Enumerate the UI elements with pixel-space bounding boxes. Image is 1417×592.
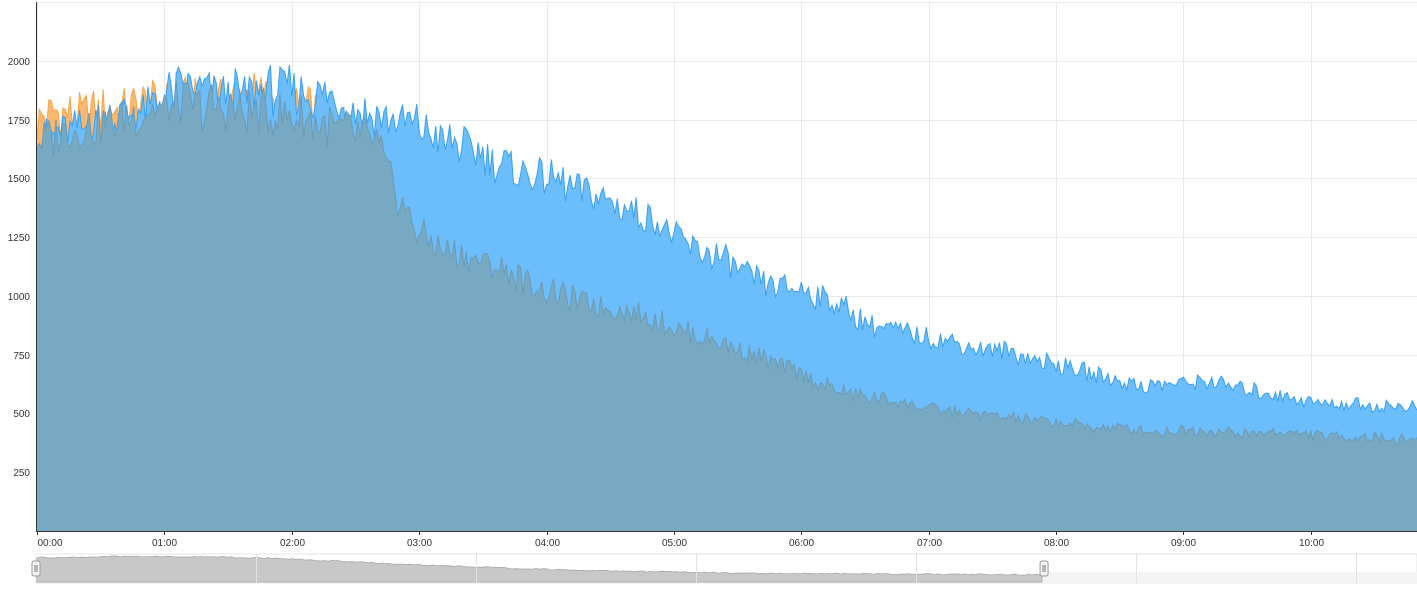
y-tick-label: 1750: [8, 116, 31, 127]
y-tick-label: 1500: [8, 174, 31, 185]
navigator-right-handle[interactable]: [1039, 560, 1049, 577]
x-tick-label: 06:00: [789, 538, 814, 549]
x-axis-ticks: 00:00 01:00 02:00 03:00 04:00 05:00 06:00 07:00…: [37, 531, 1324, 549]
x-tick-label: 10:00: [1299, 538, 1324, 549]
navigator-overview-area: [36, 555, 1043, 583]
x-tick-label: 05:00: [662, 538, 687, 549]
x-tick-label: 01:00: [152, 538, 177, 549]
y-tick-label: 2000: [8, 57, 31, 68]
x-tick-label: 02:00: [280, 538, 305, 549]
navigator-left-handle[interactable]: [31, 560, 41, 577]
y-tick-label: 1000: [8, 292, 31, 303]
x-tick-label: 09:00: [1171, 538, 1196, 549]
y-tick-label: 500: [13, 409, 30, 420]
x-tick-label: 07:00: [917, 538, 942, 549]
axes: [36, 2, 1417, 532]
series-line-3: [36, 79, 1417, 445]
series-area-3: [37, 79, 1417, 532]
series-areas: [36, 64, 1417, 532]
y-tick-label: 750: [13, 351, 30, 362]
series-line-2: [36, 64, 1417, 414]
y-tick-label: 1250: [8, 233, 31, 244]
x-tick-label: 00:00: [38, 538, 63, 549]
x-tick-label: 04:00: [535, 538, 560, 549]
y-tick-label: 250: [13, 468, 30, 479]
x-tick-label: 08:00: [1044, 538, 1069, 549]
x-tick-label: 03:00: [407, 538, 432, 549]
navigator-dividers: [256, 554, 1357, 583]
handle-grip[interactable]: [31, 560, 41, 577]
y-axis-ticks: 250 500 750 1000 1250 1500 1750 2000: [8, 57, 31, 479]
handle-grip[interactable]: [1039, 560, 1049, 577]
navigator-unselected-region: [1043, 572, 1417, 583]
range-navigator[interactable]: [31, 553, 1417, 584]
